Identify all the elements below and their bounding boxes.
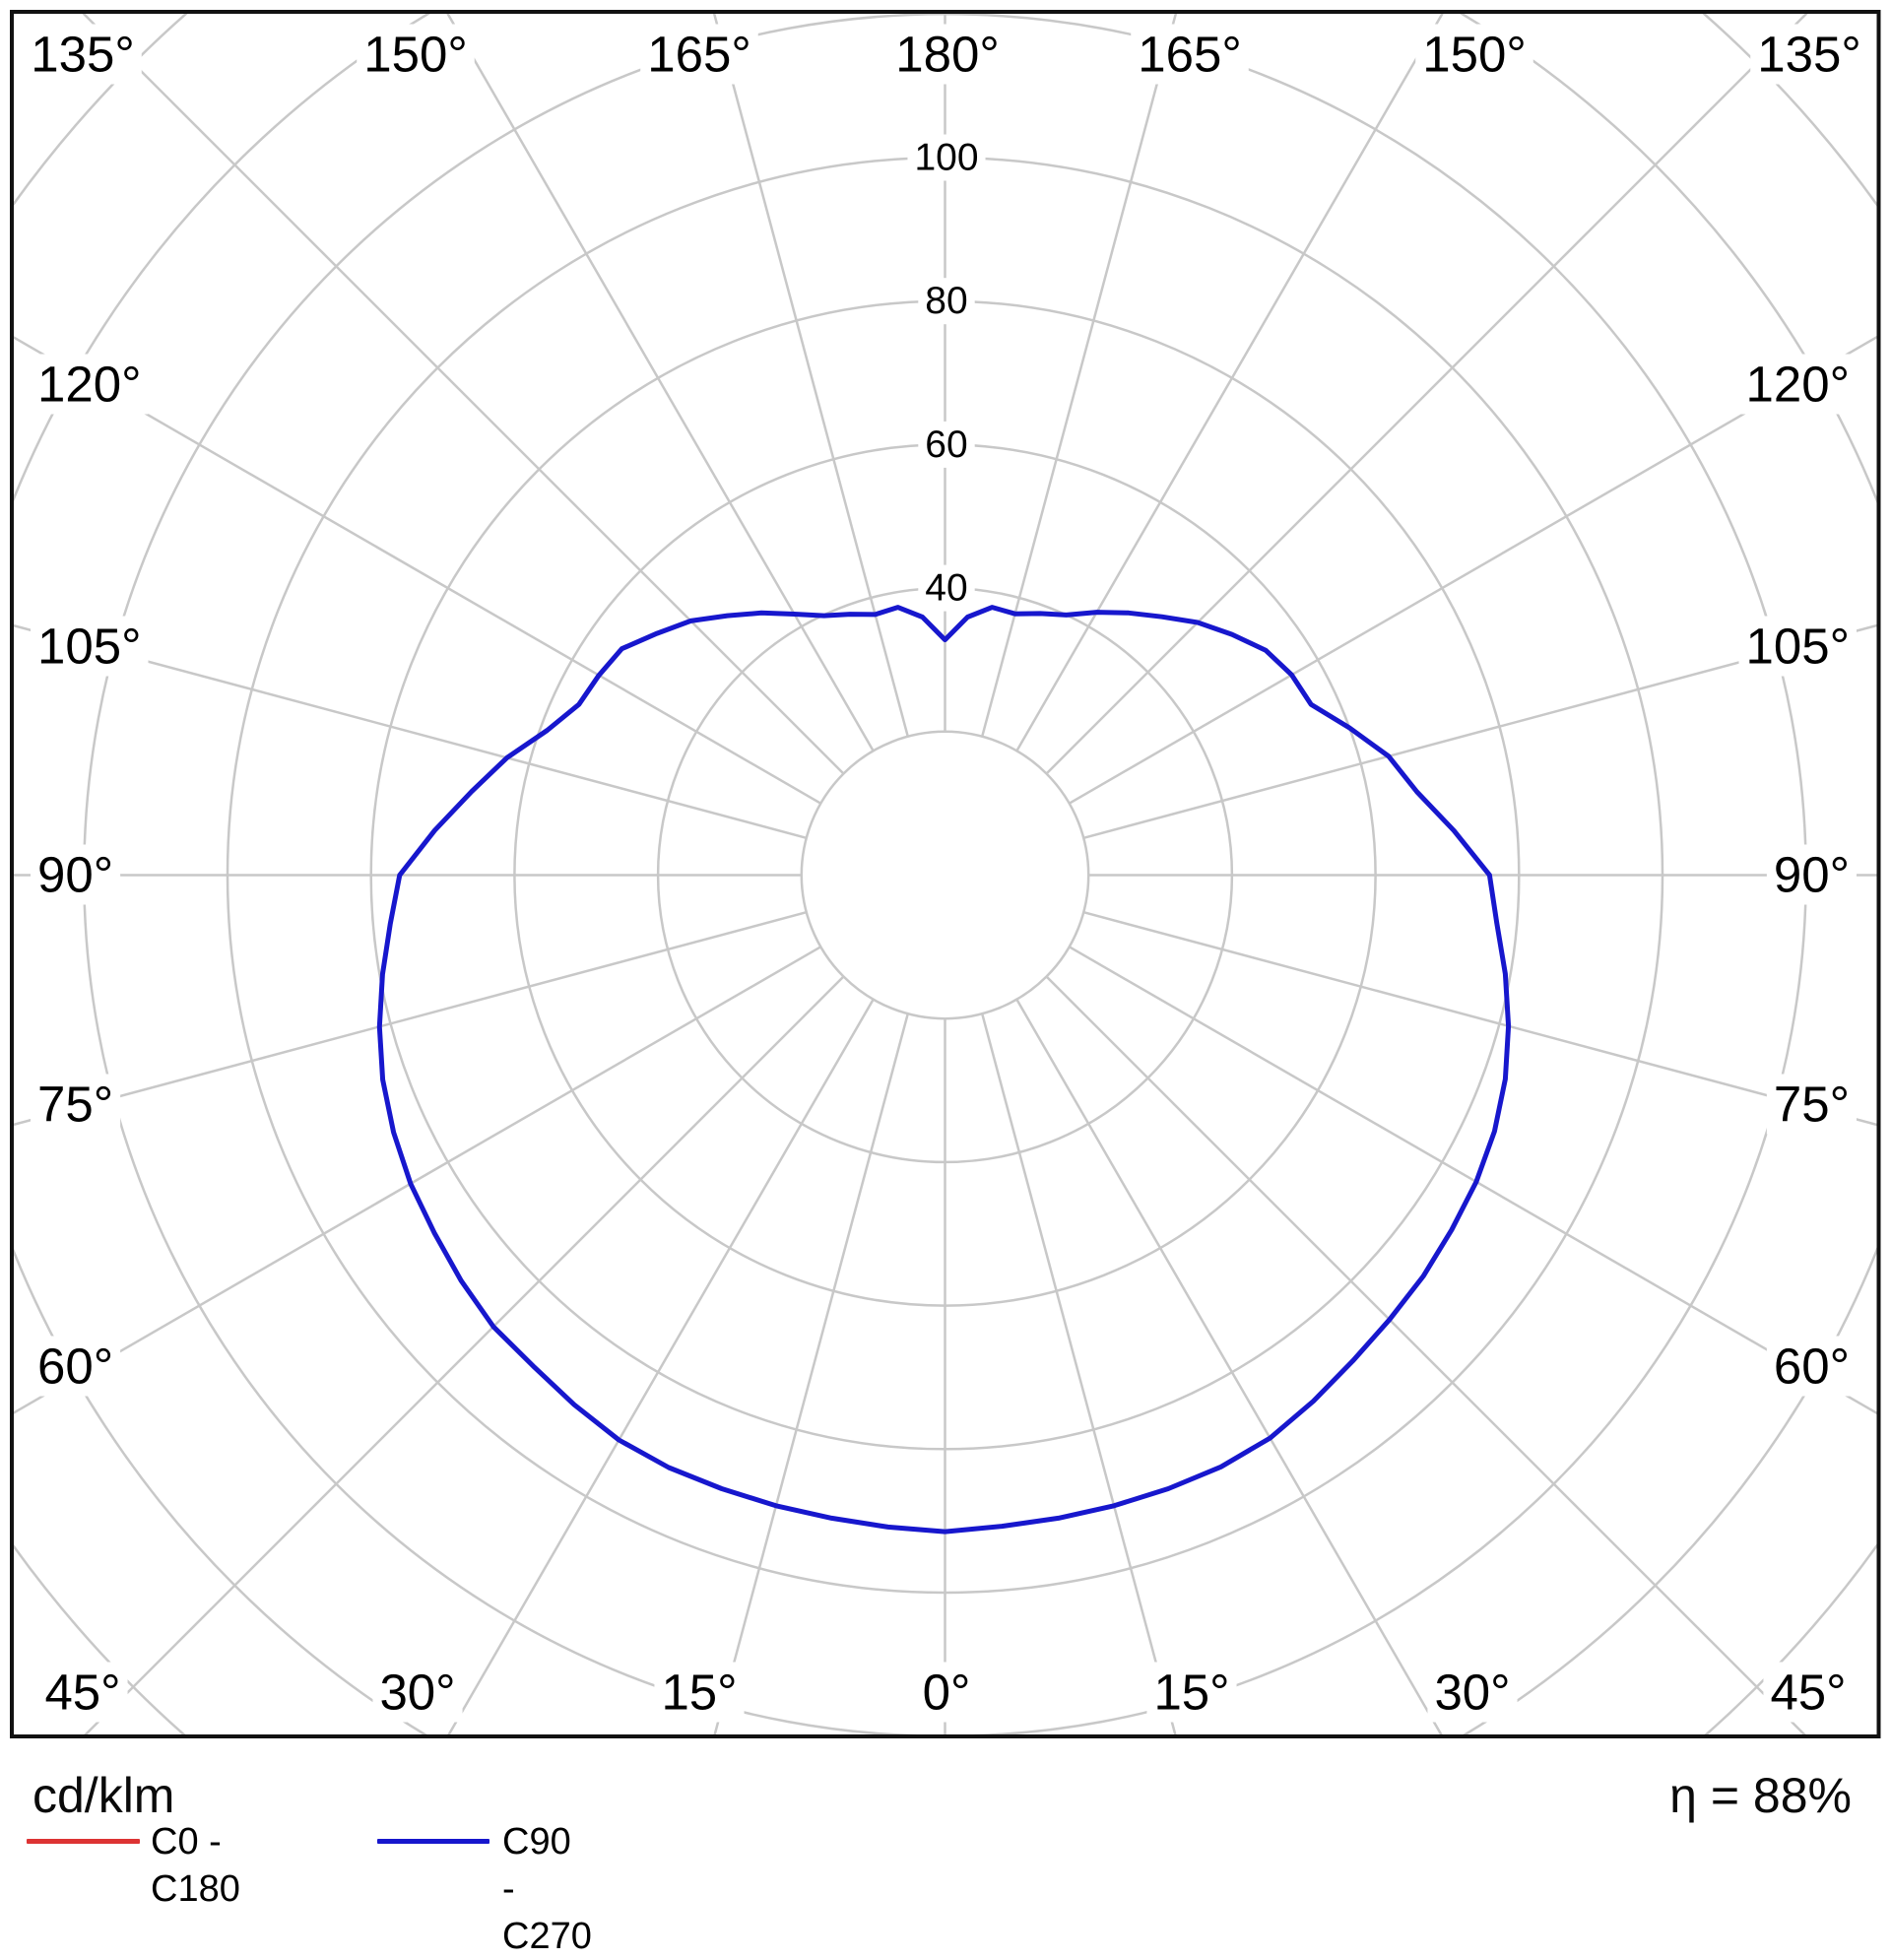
legend-label-c90-c270: C90 - C270 — [502, 1821, 592, 1957]
grid-spoke — [447, 999, 875, 1734]
grid-ring — [800, 730, 1090, 1020]
grid-spoke — [446, 14, 875, 751]
grid-spoke — [1015, 14, 1444, 751]
radial-tick-label: 80 — [925, 280, 967, 322]
angle-label-top: 150° — [363, 27, 468, 83]
grid-spoke — [14, 336, 821, 805]
angle-label-left: 60° — [37, 1339, 113, 1395]
radial-tick-label: 40 — [925, 567, 967, 610]
angle-label-bottom: 0° — [923, 1665, 971, 1721]
angle-label-right: 105° — [1746, 619, 1851, 675]
angle-label-top: 165° — [1138, 27, 1242, 83]
angle-label-top: 165° — [647, 27, 751, 83]
angle-label-top: 135° — [31, 27, 135, 83]
angle-label-top: 150° — [1422, 27, 1527, 83]
angle-label-bottom: 15° — [661, 1665, 737, 1721]
angle-label-bottom: 30° — [1434, 1665, 1510, 1721]
grid-spoke — [1015, 999, 1443, 1734]
grid-spoke — [1069, 946, 1877, 1415]
grid-spoke — [1069, 335, 1877, 805]
angle-label-left: 90° — [37, 847, 113, 903]
grid-spoke — [1045, 975, 1806, 1734]
curve-c90-c270 — [376, 605, 1512, 1535]
angle-label-bottom: 45° — [44, 1665, 120, 1721]
legend-swatch-blue-line — [377, 1839, 489, 1844]
legend-label-c0-c180: C0 - C180 — [151, 1821, 240, 1910]
radial-tick-label: 60 — [925, 424, 967, 466]
angle-label-bottom: 45° — [1770, 1665, 1846, 1721]
polar-grid — [14, 14, 1877, 1734]
angle-label-left: 75° — [37, 1077, 113, 1133]
efficiency-label: η = 88% — [1669, 1768, 1852, 1823]
angle-label-bottom: 30° — [379, 1665, 455, 1721]
chart-labels: 40 60 80 100 135° 150° 165° 180° 165° 150° 135° 45°… — [24, 24, 1868, 1723]
grid-spoke — [14, 946, 821, 1414]
radial-tick-label: 100 — [914, 137, 978, 179]
grid-spoke — [1082, 623, 1877, 839]
angle-label-left: 105° — [37, 619, 142, 675]
grid-spoke — [1082, 911, 1877, 1127]
legend-swatch-red-line — [27, 1839, 140, 1844]
grid-spoke — [712, 14, 909, 738]
angle-label-right: 75° — [1774, 1077, 1850, 1133]
grid-spoke — [713, 1013, 909, 1734]
grid-spoke — [981, 1013, 1177, 1734]
polar-photometric-chart: 40 60 80 100 135° 150° 165° 180° 165° 150° 135° 45°… — [10, 10, 1881, 1738]
units-label: cd/klm — [33, 1768, 175, 1823]
angle-label-top: 180° — [895, 27, 1000, 83]
angle-label-right: 90° — [1774, 847, 1850, 903]
angle-label-left: 120° — [37, 357, 142, 413]
angle-label-right: 120° — [1746, 357, 1851, 413]
grid-spoke — [14, 623, 808, 839]
angle-label-bottom: 15° — [1153, 1665, 1229, 1721]
angle-label-top: 135° — [1757, 27, 1861, 83]
angle-label-right: 60° — [1774, 1339, 1850, 1395]
plot-border — [10, 10, 1881, 1738]
grid-spoke — [14, 911, 808, 1127]
grid-spoke — [981, 14, 1178, 738]
